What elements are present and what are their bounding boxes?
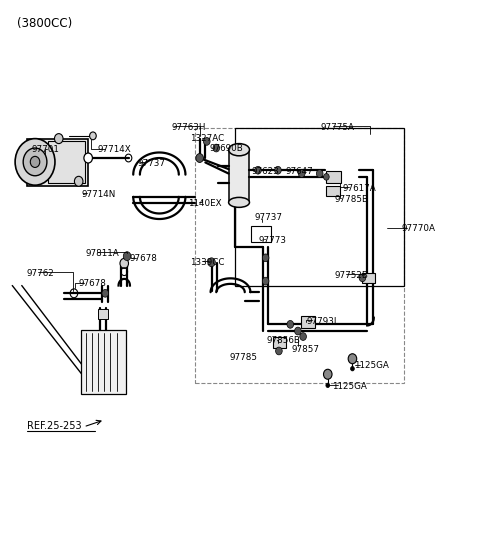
Circle shape	[15, 139, 55, 185]
Text: 97678: 97678	[130, 254, 158, 263]
Bar	[301, 316, 315, 328]
Circle shape	[84, 153, 93, 163]
Circle shape	[324, 174, 329, 180]
Text: 97678: 97678	[79, 279, 107, 288]
Circle shape	[262, 254, 269, 262]
Text: 97623: 97623	[252, 167, 280, 176]
Circle shape	[316, 170, 323, 178]
Circle shape	[123, 252, 131, 260]
Text: 97690B: 97690B	[209, 143, 243, 152]
Text: REF.25-253: REF.25-253	[26, 421, 81, 431]
Text: 97714X: 97714X	[97, 145, 132, 154]
Bar	[97, 309, 108, 319]
Circle shape	[30, 156, 40, 167]
Circle shape	[262, 277, 269, 285]
Circle shape	[326, 383, 330, 388]
Text: 97714N: 97714N	[81, 190, 115, 199]
Circle shape	[359, 274, 366, 282]
Text: 97752B: 97752B	[335, 271, 369, 280]
Text: 97737: 97737	[254, 213, 282, 222]
Text: 97775A: 97775A	[321, 123, 355, 132]
Text: 97773: 97773	[259, 236, 287, 245]
Text: 97811A: 97811A	[86, 249, 120, 258]
Bar	[251, 226, 271, 242]
Circle shape	[208, 258, 216, 267]
Circle shape	[213, 144, 219, 152]
Text: 97737: 97737	[138, 159, 166, 168]
Circle shape	[324, 369, 332, 379]
Circle shape	[204, 138, 210, 145]
Circle shape	[295, 327, 301, 335]
Bar	[235, 128, 404, 286]
Bar	[326, 171, 341, 183]
Text: 1125GA: 1125GA	[354, 361, 389, 370]
Text: 97785: 97785	[229, 353, 258, 362]
Circle shape	[74, 176, 83, 186]
Circle shape	[196, 153, 204, 162]
Text: 97617A: 97617A	[342, 184, 376, 193]
Text: 1339CC: 1339CC	[190, 258, 225, 267]
Bar	[48, 141, 85, 183]
Circle shape	[255, 166, 261, 174]
Circle shape	[348, 354, 357, 364]
Bar	[81, 330, 126, 394]
Text: 97785B: 97785B	[335, 195, 369, 204]
Bar	[362, 273, 375, 283]
Circle shape	[300, 333, 306, 340]
Circle shape	[350, 366, 354, 371]
Circle shape	[275, 166, 281, 174]
Circle shape	[299, 170, 305, 178]
Text: 1125GA: 1125GA	[333, 382, 367, 391]
Circle shape	[23, 148, 47, 176]
Text: 97762: 97762	[26, 269, 54, 278]
Circle shape	[55, 134, 63, 143]
Bar	[326, 186, 340, 196]
Text: 97856B: 97856B	[266, 337, 300, 346]
Bar	[273, 337, 287, 348]
Text: (3800CC): (3800CC)	[17, 17, 72, 30]
Circle shape	[90, 132, 96, 140]
Text: 97647: 97647	[285, 167, 313, 176]
Bar	[228, 150, 250, 202]
Circle shape	[287, 320, 294, 328]
Text: 97793L: 97793L	[306, 317, 339, 326]
Ellipse shape	[228, 197, 250, 207]
Circle shape	[276, 347, 282, 355]
Text: 1140EX: 1140EX	[188, 199, 221, 208]
Text: 97701: 97701	[31, 145, 59, 154]
Bar	[195, 128, 404, 382]
Text: 97763H: 97763H	[171, 123, 206, 132]
Ellipse shape	[228, 143, 250, 156]
Bar	[26, 139, 88, 186]
Text: 97770A: 97770A	[401, 225, 435, 234]
Circle shape	[120, 258, 129, 268]
Text: 1327AC: 1327AC	[190, 134, 225, 143]
Text: 97857: 97857	[291, 345, 319, 354]
Circle shape	[102, 290, 108, 297]
